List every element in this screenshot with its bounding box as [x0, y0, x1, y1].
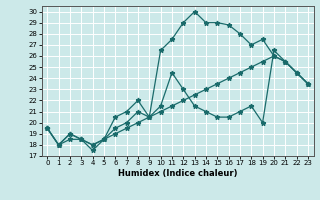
X-axis label: Humidex (Indice chaleur): Humidex (Indice chaleur)	[118, 169, 237, 178]
